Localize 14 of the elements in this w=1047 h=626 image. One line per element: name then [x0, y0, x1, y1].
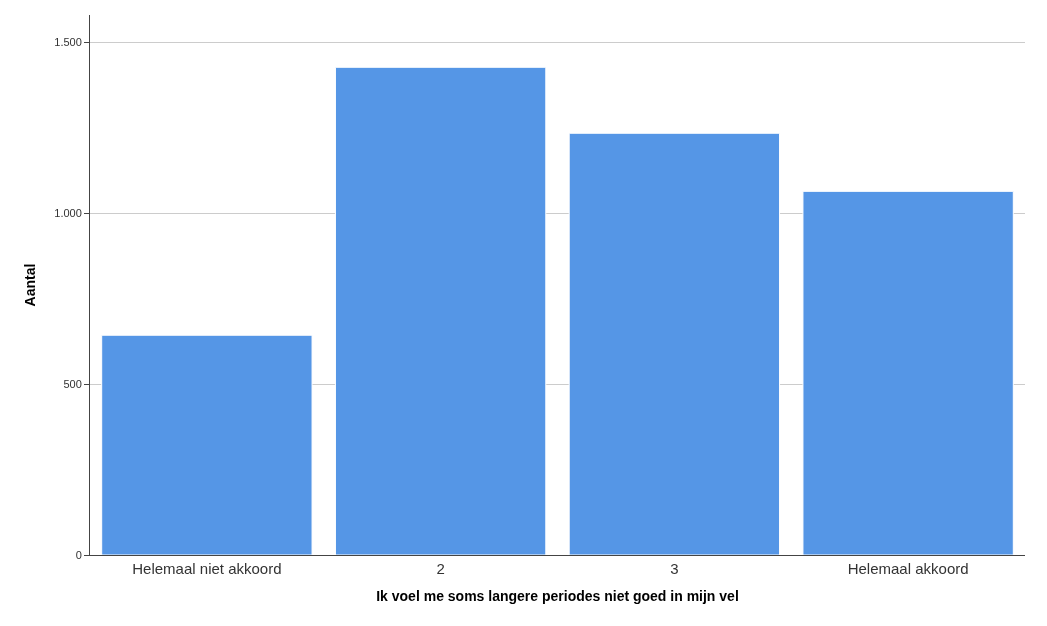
x-axis-title: Ik voel me soms langere periodes niet goed in mijn vel	[376, 588, 739, 605]
x-tick-label: 2	[436, 560, 445, 577]
y-tick-label: 1.500	[54, 36, 82, 49]
y-tick-label: 0	[75, 548, 82, 561]
bar	[334, 66, 547, 555]
bar	[802, 190, 1014, 555]
x-tick-label: 3	[670, 560, 679, 577]
x-tick-label: Helemaal niet akkoord	[132, 560, 282, 577]
x-tick-label: Helemaal akkoord	[847, 560, 969, 577]
y-axis-title: Aantal	[21, 263, 38, 307]
y-tick-label: 500	[63, 377, 82, 390]
bar	[568, 132, 781, 555]
bar	[101, 334, 313, 555]
y-tick-label: 1.000	[54, 207, 82, 220]
